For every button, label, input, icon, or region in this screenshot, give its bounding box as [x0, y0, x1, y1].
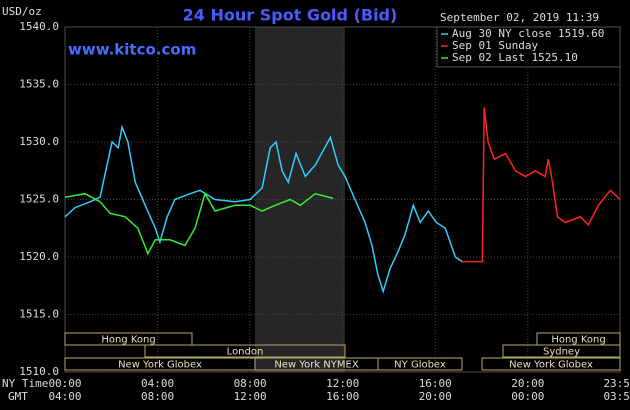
x2-axis-label: GMT: [8, 390, 28, 403]
session-bar: [377, 357, 463, 371]
x-tick-label: 12:00: [326, 377, 359, 390]
y-tick-label: 1525.0: [19, 193, 59, 206]
gmt-tick-label: 16:00: [326, 390, 359, 403]
gmt-tick-label: 20:00: [419, 390, 452, 403]
y-tick-label: 1530.0: [19, 135, 59, 148]
gmt-tick-label: 04:00: [48, 390, 81, 403]
y-tick-label: 1515.0: [19, 308, 59, 321]
series-line: [64, 124, 463, 295]
legend-entry: Aug 30 NY close 1519.60: [452, 27, 604, 40]
session-label: New York NYMEX: [274, 360, 359, 371]
series-line: [64, 191, 334, 256]
gmt-tick-label: 08:00: [141, 390, 174, 403]
session-label: New York Globex: [118, 360, 202, 371]
gmt-tick-label: 03:59: [603, 390, 630, 403]
gmt-tick-label: 00:00: [511, 390, 544, 403]
session-label: Hong Kong: [101, 335, 155, 346]
x-tick-label: 20:00: [511, 377, 544, 390]
session-label: NY Globex: [394, 360, 446, 371]
session-label: London: [227, 347, 264, 358]
x-axis-label: NY Time: [2, 377, 48, 390]
session-label: New York Globex: [509, 360, 593, 371]
session-bar: [481, 357, 621, 371]
session-bar: [144, 344, 346, 358]
x-tick-label: 00:00: [48, 377, 81, 390]
series-line: [462, 107, 621, 263]
session-bar: [502, 344, 621, 358]
gmt-tick-label: 12:00: [234, 390, 267, 403]
y-tick-label: 1510.0: [19, 365, 59, 378]
x-tick-label: 04:00: [141, 377, 174, 390]
legend-entry: Sep 01 Sunday: [452, 39, 538, 52]
session-bar: [64, 332, 193, 346]
session-label: Sydney: [543, 347, 580, 358]
y-tick-label: 1535.0: [19, 78, 59, 91]
x-tick-label: 16:00: [419, 377, 452, 390]
y-tick-label: 1540.0: [19, 20, 59, 33]
legend-box: [436, 26, 621, 68]
chart-title: 24 Hour Spot Gold (Bid): [183, 6, 398, 25]
site: www.kitco.com: [68, 41, 196, 59]
session-label: Hong Kong: [551, 335, 605, 346]
timestamp: September 02, 2019 11:39: [440, 11, 599, 24]
x-tick-label: 08:00: [234, 377, 267, 390]
legend-entry: Sep 02 Last 1525.10: [452, 51, 578, 64]
y-tick-label: 1520.0: [19, 250, 59, 263]
x-tick-label: 23:59: [603, 377, 630, 390]
y-axis-label: USD/oz: [2, 5, 42, 18]
